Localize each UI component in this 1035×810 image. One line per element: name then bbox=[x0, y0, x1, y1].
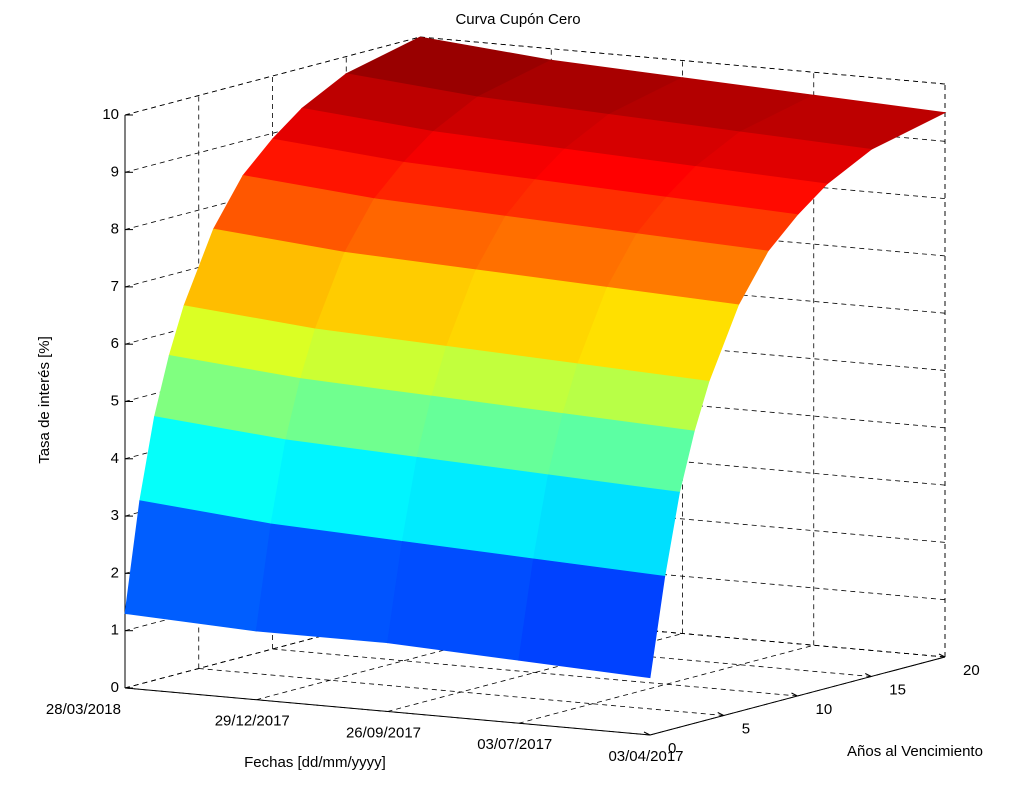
y-axis-label: Años al Vencimiento bbox=[847, 743, 983, 760]
grid-line bbox=[518, 644, 814, 724]
z-tick-label: 4 bbox=[111, 450, 119, 467]
grid-line bbox=[419, 495, 946, 543]
x-tick-label: 26/09/2017 bbox=[346, 724, 421, 741]
grid-line bbox=[272, 648, 798, 697]
surface-patch bbox=[270, 439, 418, 542]
z-tick-label: 7 bbox=[111, 278, 119, 295]
surface-patch bbox=[255, 523, 403, 644]
surface-patch bbox=[401, 456, 549, 560]
x-tick-label: 28/03/2018 bbox=[46, 701, 121, 718]
surface-patch bbox=[387, 540, 534, 661]
grid-line bbox=[419, 36, 946, 85]
z-tick-label: 2 bbox=[111, 564, 119, 581]
grid-line bbox=[124, 36, 421, 116]
y-axis bbox=[649, 656, 946, 736]
z-axis-label: Tasa de interés [%] bbox=[36, 336, 53, 464]
grid-line bbox=[419, 609, 946, 658]
x-axis-label: Fechas [dd/mm/yyyy] bbox=[244, 754, 386, 771]
x-tick-label: 03/07/2017 bbox=[477, 736, 552, 753]
x-tick-label: 29/12/2017 bbox=[215, 713, 290, 730]
y-tick bbox=[865, 673, 872, 677]
y-tick-label: 15 bbox=[889, 681, 906, 698]
x-axis bbox=[124, 687, 651, 736]
z-tick-label: 6 bbox=[111, 335, 119, 352]
surface-patch bbox=[518, 558, 666, 679]
y-tick-label: 5 bbox=[742, 720, 750, 737]
y-tick bbox=[791, 692, 798, 697]
z-tick-label: 0 bbox=[111, 679, 119, 696]
y-tick bbox=[717, 712, 724, 716]
y-tick-label: 20 bbox=[963, 662, 980, 679]
z-tick-label: 8 bbox=[111, 221, 119, 238]
surface-patch bbox=[124, 500, 272, 632]
chart-title: Curva Cupón Cero bbox=[455, 11, 580, 28]
x-tick-label: 03/04/2017 bbox=[608, 748, 683, 765]
z-tick-label: 9 bbox=[111, 163, 119, 180]
z-tick-label: 10 bbox=[102, 106, 119, 123]
z-tick-label: 3 bbox=[111, 507, 119, 524]
surface-patch bbox=[533, 474, 680, 577]
y-tick-label: 0 bbox=[668, 740, 676, 757]
z-tick-label: 5 bbox=[111, 392, 119, 409]
y-tick bbox=[938, 653, 946, 658]
z-tick-label: 1 bbox=[111, 622, 119, 639]
grid-line bbox=[198, 668, 724, 716]
y-tick-label: 10 bbox=[816, 701, 833, 718]
